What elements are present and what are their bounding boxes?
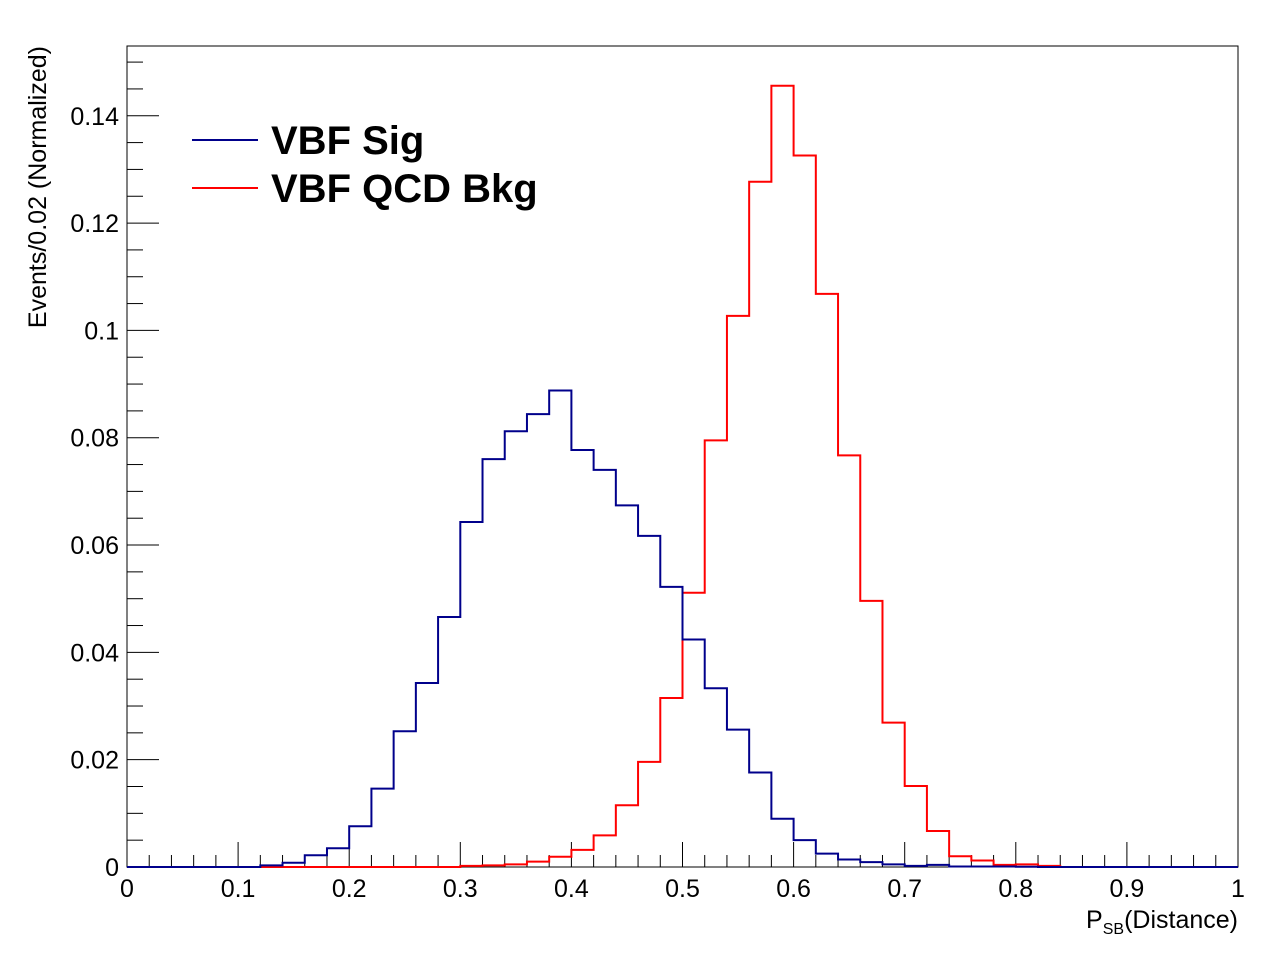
legend-label-bkg: VBF QCD Bkg (271, 167, 538, 211)
x-tick-label: 0.3 (443, 875, 478, 903)
x-axis-title: PSB(Distance) (1086, 906, 1238, 938)
y-axis-title: Events/0.02 (Normalized) (24, 46, 52, 328)
x-axis-title-rest: (Distance) (1124, 906, 1238, 934)
y-tick-label: 0.1 (84, 317, 119, 345)
y-tick-label: 0.06 (70, 532, 119, 560)
x-tick-label: 0.4 (554, 875, 589, 903)
y-tick-label: 0 (105, 854, 119, 882)
x-tick-label: 1 (1231, 875, 1245, 903)
x-axis-ticks: 0 0.1 0.2 0.3 0.4 0.5 0.6 0.7 0.8 0.9 1 (120, 842, 1245, 903)
x-tick-label: 0.5 (665, 875, 700, 903)
x-tick-label: 0.8 (998, 875, 1033, 903)
legend: VBF Sig VBF QCD Bkg (192, 119, 538, 211)
x-axis-title-main: P (1086, 906, 1103, 934)
x-tick-label: 0.9 (1110, 875, 1145, 903)
x-tick-label: 0.1 (221, 875, 256, 903)
y-tick-label: 0.02 (70, 747, 119, 775)
x-tick-label: 0 (120, 875, 134, 903)
y-tick-label: 0.08 (70, 425, 119, 453)
y-axis-ticks: 0 0.02 0.04 0.06 0.08 0.1 0.12 0.14 (70, 61, 159, 882)
x-tick-label: 0.7 (887, 875, 922, 903)
x-axis-title-sub: SB (1103, 921, 1124, 938)
legend-label-sig: VBF Sig (271, 119, 424, 163)
y-tick-label: 0.04 (70, 639, 119, 667)
series-vbf-sig-histogram (127, 389, 1238, 868)
x-tick-label: 0.2 (332, 875, 367, 903)
y-tick-label: 0.12 (70, 210, 119, 238)
x-tick-label: 0.6 (776, 875, 811, 903)
series-layer (127, 84, 1238, 868)
y-tick-label: 0.14 (70, 103, 119, 131)
series-vbf-qcd-bkg-histogram (127, 84, 1238, 868)
